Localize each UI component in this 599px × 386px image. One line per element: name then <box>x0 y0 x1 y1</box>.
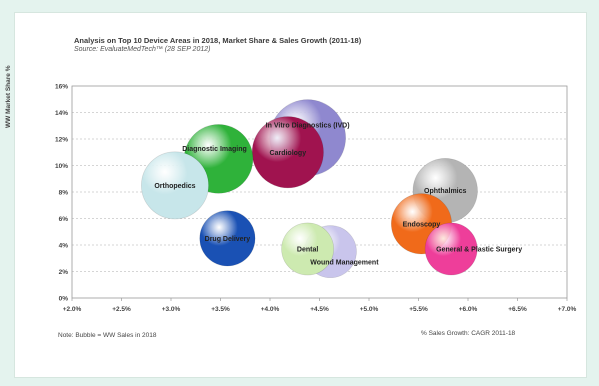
chart-title: Analysis on Top 10 Device Areas in 2018,… <box>74 36 362 45</box>
x-tick-label: +3.5% <box>211 306 230 313</box>
gridlines <box>72 112 567 272</box>
bubble-label: Diagnostic Imaging <box>182 146 247 153</box>
y-tick-label: 4% <box>59 243 69 250</box>
x-tick-label: +7.0% <box>558 306 577 313</box>
bubble-size-note: Note: Bubble = WW Sales in 2018 <box>58 332 157 339</box>
bubble <box>199 210 256 267</box>
bubble-label: Orthopedics <box>154 183 195 190</box>
bubble-label: Endoscopy <box>403 221 441 228</box>
y-tick-label: 14% <box>55 110 68 117</box>
x-tick-label: +3.0% <box>162 306 181 313</box>
y-tick-label: 12% <box>55 137 68 144</box>
x-tick-label: +5.5% <box>409 306 428 313</box>
bubble-label: Dental <box>297 246 318 253</box>
x-tick-label: +2.5% <box>112 306 131 313</box>
bubble <box>424 222 478 276</box>
bubble <box>281 222 334 276</box>
y-tick-label: 10% <box>55 163 68 170</box>
x-tick-label: +4.0% <box>261 306 280 313</box>
bubble-label: Cardiology <box>270 150 307 157</box>
x-tick-label: +6.5% <box>508 306 527 313</box>
chart-card <box>14 12 587 378</box>
x-tick-label: +4.5% <box>310 306 329 313</box>
axes: 0% 2% 4% 6% 8% 10% 12% 14% 16% +2.0% +2.5% +3.0% +3.… <box>55 84 577 314</box>
chart-subtitle: Source: EvaluateMedTech™ (28 SEP 2012) <box>74 46 211 53</box>
x-tick-label: +5.0% <box>360 306 379 313</box>
bubble-label: General & Plastic Surgery <box>436 246 522 253</box>
bubbles <box>141 99 478 278</box>
bubble-labels: In Vitro Diagnostics (IVD) Cardiology Diag… <box>154 123 522 267</box>
x-tick-label: +2.0% <box>63 306 82 313</box>
bubble-label: In Vitro Diagnostics (IVD) <box>266 123 350 130</box>
y-tick-label: 8% <box>59 190 69 197</box>
bubble-label: Ophthalmics <box>424 188 467 195</box>
y-tick-label: 6% <box>59 216 69 223</box>
y-tick-label: 2% <box>59 269 69 276</box>
x-tick-label: +6.0% <box>459 306 478 313</box>
bubble <box>141 151 209 220</box>
y-tick-label: 16% <box>55 84 68 91</box>
x-axis-label: % Sales Growth: CAGR 2011-18 <box>421 330 516 337</box>
bubble-label: Wound Management <box>310 260 379 267</box>
y-tick-label: 0% <box>59 296 69 303</box>
bubble-label: Drug Delivery <box>205 236 251 243</box>
